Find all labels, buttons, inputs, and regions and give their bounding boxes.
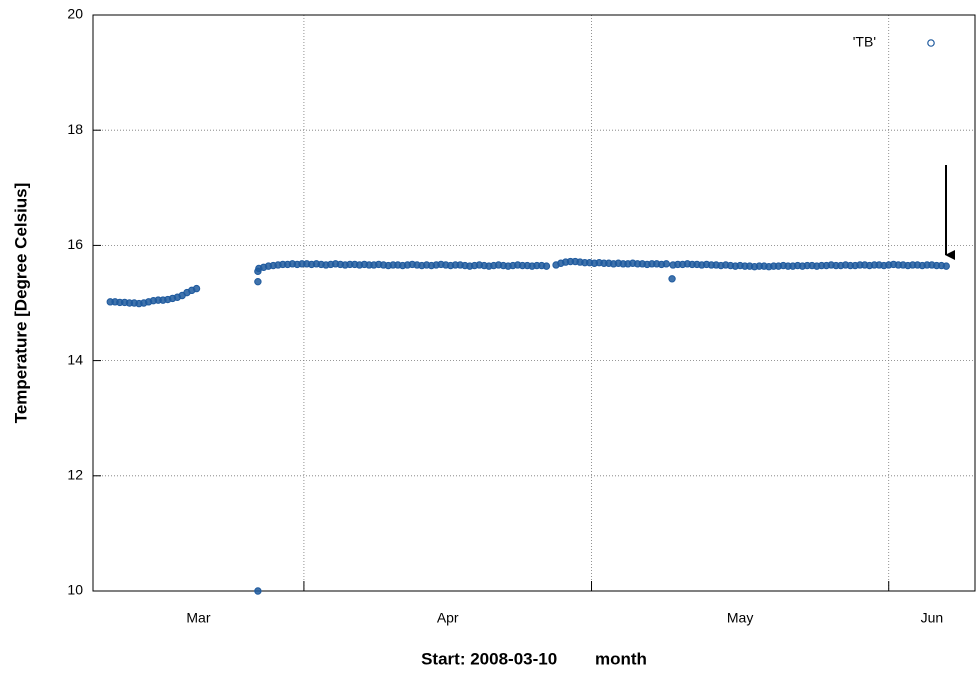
y-tick-label: 12 bbox=[67, 467, 83, 483]
point bbox=[254, 587, 262, 595]
x-tick-label: May bbox=[727, 610, 753, 626]
y-tick-label: 10 bbox=[67, 582, 83, 598]
legend-marker bbox=[927, 39, 935, 47]
point bbox=[192, 284, 201, 293]
y-tick-label: 14 bbox=[67, 351, 83, 367]
x-tick-label: Apr bbox=[437, 610, 459, 626]
grid bbox=[93, 15, 975, 591]
x-tick-label: Mar bbox=[186, 610, 210, 626]
point bbox=[254, 277, 262, 286]
x-axis-title: Start: 2008-03-10 month bbox=[421, 649, 647, 668]
y-tick-label: 16 bbox=[67, 236, 83, 252]
legend-label: 'TB' bbox=[853, 34, 876, 50]
y-axis-title: Temperature [Degree Celsius] bbox=[11, 183, 30, 424]
point bbox=[942, 262, 950, 270]
plot-border bbox=[92, 14, 976, 592]
y-tick-label: 20 bbox=[67, 6, 83, 22]
point bbox=[662, 260, 670, 268]
y-tick-label: 18 bbox=[67, 121, 83, 137]
point bbox=[542, 262, 551, 270]
points bbox=[106, 257, 950, 595]
x-tick-label: Jun bbox=[921, 610, 944, 626]
point bbox=[668, 275, 676, 283]
